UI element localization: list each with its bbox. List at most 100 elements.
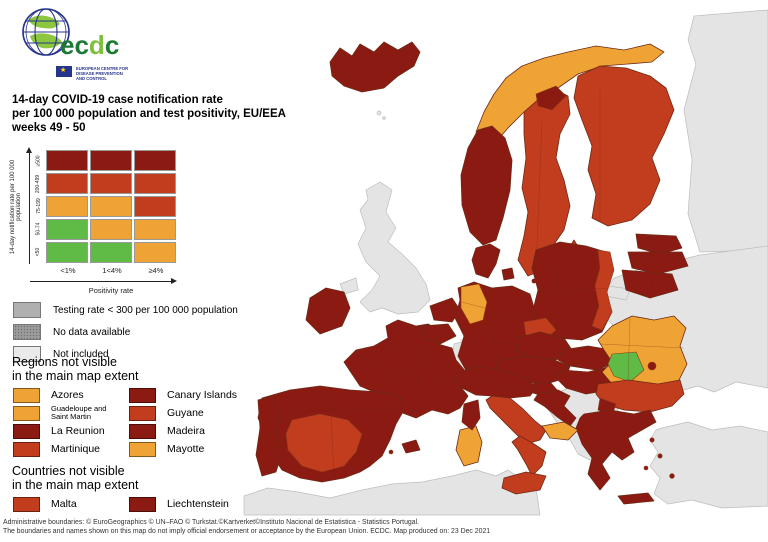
legend-item-label: No data available xyxy=(53,326,131,338)
region-bucharest xyxy=(647,361,657,371)
countries-legend-grid: Malta Liechtenstein xyxy=(13,495,243,513)
region-norway-inner xyxy=(535,85,567,111)
region-denmark xyxy=(471,243,501,279)
region-iceland xyxy=(329,41,421,93)
title-line-2: per 100 000 population and test positivi… xyxy=(12,108,286,120)
countries-section-heading: Countries not visible in the main map ex… xyxy=(12,464,138,492)
ecdc-globe-icon xyxy=(22,8,70,56)
region-estonia xyxy=(635,233,683,255)
nuts-borders-germany xyxy=(459,287,531,377)
mayotte-swatch xyxy=(129,441,156,457)
region-ibiza xyxy=(388,449,394,455)
region-item-label: Guyane xyxy=(167,407,204,419)
malta-swatch xyxy=(13,496,40,512)
regions-section-heading: Regions not visible in the main map exte… xyxy=(12,355,138,383)
legend-item-label: Not included xyxy=(53,348,109,360)
region-item-label: La Reunion xyxy=(51,425,105,437)
matrix-cell-r1c3 xyxy=(134,150,176,171)
country-item-label: Liechtenstein xyxy=(167,498,229,510)
countries-heading-line-1: Countries not visible xyxy=(12,464,125,478)
wordmark-ec: ec xyxy=(60,30,89,60)
region-item-azores: Azores xyxy=(13,386,129,404)
legend-item-label: Testing rate < 300 per 100 000 populatio… xyxy=(53,304,238,316)
legend-items: Testing rate < 300 per 100 000 populatio… xyxy=(13,299,238,365)
matrix-cell-r4c2 xyxy=(90,219,132,240)
region-turkey xyxy=(649,421,768,509)
nuts-borders-baltics xyxy=(649,237,653,297)
martinique-swatch xyxy=(13,441,40,457)
region-aegean-island-1 xyxy=(649,437,655,443)
caption-line-3: AND CONTROL xyxy=(76,76,107,81)
region-item-la-reunion: La Reunion xyxy=(13,422,129,440)
matrix-cell-r2c3 xyxy=(134,173,176,194)
matrix-row-label-3: 75-199 xyxy=(35,198,42,215)
region-item-martinique: Martinique xyxy=(13,440,129,458)
matrix-row-label-4: 50-74 xyxy=(35,222,42,236)
region-corsica xyxy=(461,399,481,431)
matrix-y-axis-label: 14-day notification rate per 100 000 pop… xyxy=(10,159,22,255)
region-spain-center xyxy=(285,413,363,473)
canary-islands-swatch xyxy=(129,387,156,403)
region-balearics xyxy=(401,439,421,454)
region-item-guadeloupe: Guadeloupe and Saint Martin xyxy=(13,404,129,422)
regions-heading-line-1: Regions not visible xyxy=(12,355,117,369)
region-item-mayotte: Mayotte xyxy=(129,440,245,458)
region-denmark-islands xyxy=(501,267,515,281)
wordmark-d: d xyxy=(88,30,105,60)
region-faroe-islands xyxy=(376,110,382,116)
region-slovakia xyxy=(557,345,619,371)
nuts-borders-spain xyxy=(281,389,399,479)
region-item-label: Azores xyxy=(51,389,84,401)
matrix-cell-r1c1 xyxy=(46,150,88,171)
region-item-canary-islands: Canary Islands xyxy=(129,386,245,404)
region-item-label: Canary Islands xyxy=(167,389,238,401)
region-item-label: Mayotte xyxy=(167,443,205,455)
matrix-cell-grid xyxy=(46,150,176,263)
nuts-borders-poland xyxy=(537,243,609,339)
region-crete xyxy=(617,492,655,505)
region-item-madeira: Madeira xyxy=(129,422,245,440)
regions-heading-line-2: in the main map extent xyxy=(12,369,139,383)
countries-heading-line-2: in the main map extent xyxy=(12,478,139,492)
footer-attribution: Administrative boundaries: © EuroGeograp… xyxy=(3,518,763,536)
matrix-cell-r1c2 xyxy=(90,150,132,171)
matrix-x-axis-label: Positivity rate xyxy=(88,286,134,295)
region-rhodes xyxy=(669,473,675,479)
liechtenstein-swatch xyxy=(129,496,156,512)
region-italy-central xyxy=(485,395,547,445)
nuts-borders-france xyxy=(355,321,453,415)
matrix-row-label-5: <50 xyxy=(35,247,42,256)
region-italy-north xyxy=(454,365,537,399)
title-line-3: weeks 49 - 50 xyxy=(12,122,86,134)
caption-line-2: DISEASE PREVENTION xyxy=(76,71,123,76)
region-poland-east xyxy=(591,249,615,331)
region-portugal xyxy=(255,395,283,477)
region-belgium xyxy=(421,323,457,345)
nuts-borders-greece xyxy=(595,411,599,487)
matrix-cell-r2c1 xyxy=(46,173,88,194)
matrix-cell-r3c2 xyxy=(90,196,132,217)
region-latvia xyxy=(627,251,689,275)
region-aegean-island-2 xyxy=(657,453,663,459)
nuts-borders-romania xyxy=(599,317,685,381)
region-germany-northwest xyxy=(460,283,488,325)
region-faroe-islands-2 xyxy=(382,116,386,120)
region-item-label: Guadeloupe and Saint Martin xyxy=(51,404,107,421)
legend-matrix: 14-day notification rate per 100 000 pop… xyxy=(8,147,180,300)
footer-line-1: Administrative boundaries: © EuroGeograp… xyxy=(3,519,420,526)
region-ireland xyxy=(305,287,351,335)
region-item-label: Madeira xyxy=(167,425,205,437)
region-sardinia xyxy=(455,425,483,467)
no-data-swatch xyxy=(13,324,41,340)
region-greece xyxy=(575,409,657,491)
region-croatia xyxy=(533,389,577,427)
madeira-swatch xyxy=(129,423,156,439)
region-north-africa xyxy=(243,469,541,516)
matrix-x-axis-line xyxy=(30,281,172,282)
region-russia xyxy=(683,9,768,253)
region-finland xyxy=(573,65,675,227)
matrix-row-label-1: ≥500 xyxy=(35,155,42,167)
matrix-cell-r4c3 xyxy=(134,219,176,240)
